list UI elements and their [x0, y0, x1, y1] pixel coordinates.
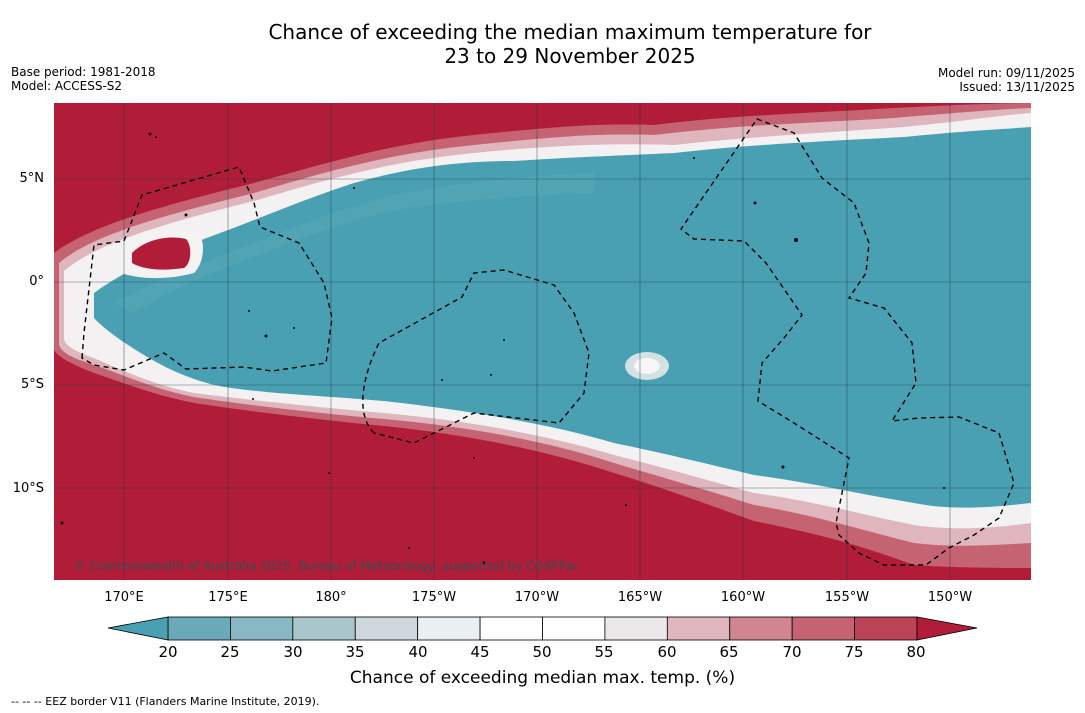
meta-right: Model run: 09/11/2025 Issued: 13/11/2025 [938, 66, 1075, 94]
colorbar-tick-70: 70 [782, 643, 802, 661]
title-line-2: 23 to 29 November 2025 [444, 44, 696, 68]
colorbar-tick-45: 45 [470, 643, 490, 661]
lon-label-150w: 150°W [927, 590, 973, 605]
chart-title: Chance of exceeding the median maximum t… [0, 20, 1085, 68]
lon-label-175e: 175°E [208, 590, 248, 605]
lon-label-170e: 170°E [104, 590, 144, 605]
issued-date: Issued: 13/11/2025 [959, 80, 1075, 94]
colorbar-bin [167, 616, 231, 641]
colorbar-bin [230, 616, 294, 641]
colorbar [107, 616, 978, 641]
colorbar-tick-30: 30 [283, 643, 303, 661]
lon-label-175w: 175°W [411, 590, 457, 605]
lat-label-0: 0° [29, 274, 44, 289]
probability-band-25-30 [114, 173, 594, 313]
colorbar-tick-25: 25 [220, 643, 240, 661]
eez-border-phoenix [362, 269, 590, 444]
colorbar-tick-35: 35 [345, 643, 365, 661]
colorbar-bin [354, 616, 419, 641]
colorbar-tick-75: 75 [844, 643, 864, 661]
colorbar-low-extend [107, 616, 169, 641]
colorbar-bin [666, 616, 731, 641]
colorbar-bin [729, 616, 793, 641]
colorbar-label: Chance of exceeding median max. temp. (%… [349, 668, 736, 688]
colorbar-tick-60: 60 [657, 643, 677, 661]
base-period: Base period: 1981-2018 [11, 65, 156, 79]
graticule [54, 103, 1031, 580]
colorbar-tick-55: 55 [594, 643, 614, 661]
lat-label-5n: 5°N [19, 171, 45, 186]
colorbar-tick-80: 80 [906, 643, 926, 661]
colorbar-tick-40: 40 [408, 643, 428, 661]
lat-label-10s: 10°S [12, 481, 44, 496]
colorbar-bin [604, 616, 668, 641]
lon-label-160w: 160°W [720, 590, 766, 605]
title-line-1: Chance of exceeding the median maximum t… [268, 20, 872, 44]
lon-label-170w: 170°W [514, 590, 560, 605]
colorbar-tick-20: 20 [158, 643, 178, 661]
island-dots [60, 132, 945, 565]
colorbar-bin [791, 616, 855, 641]
lon-label-155w: 155°W [824, 590, 870, 605]
forecast-map: © Commonwealth of Australia 2025, Bureau… [54, 103, 1031, 580]
colorbar-high-extend [916, 616, 978, 641]
warm-blob-165w-inner [634, 358, 660, 374]
colorbar-bin [292, 616, 356, 641]
eez-borders [81, 118, 1015, 566]
model-name: Model: ACCESS-S2 [11, 79, 123, 93]
eez-legend-note: -- -- -- EEZ border V11 (Flanders Marine… [11, 695, 320, 708]
lat-label-5s: 5°S [20, 377, 44, 392]
colorbar-bin [417, 616, 481, 641]
colorbar-bins [167, 616, 918, 641]
model-run-date: Model run: 09/11/2025 [937, 66, 1075, 80]
copyright-text: © Commonwealth of Australia 2025, Bureau… [74, 559, 579, 573]
lon-label-180: 180° [315, 590, 347, 605]
colorbar-bin [479, 616, 543, 641]
colorbar-bin [854, 616, 918, 641]
meta-left: Base period: 1981-2018 Model: ACCESS-S2 [11, 65, 156, 93]
eez-border-kiribati-gilbert [81, 166, 333, 372]
lon-label-165w: 165°W [617, 590, 663, 605]
warm-patch-west-core [132, 237, 191, 270]
colorbar-bin [542, 616, 606, 641]
colorbar-tick-65: 65 [719, 643, 739, 661]
colorbar-tick-50: 50 [532, 643, 552, 661]
